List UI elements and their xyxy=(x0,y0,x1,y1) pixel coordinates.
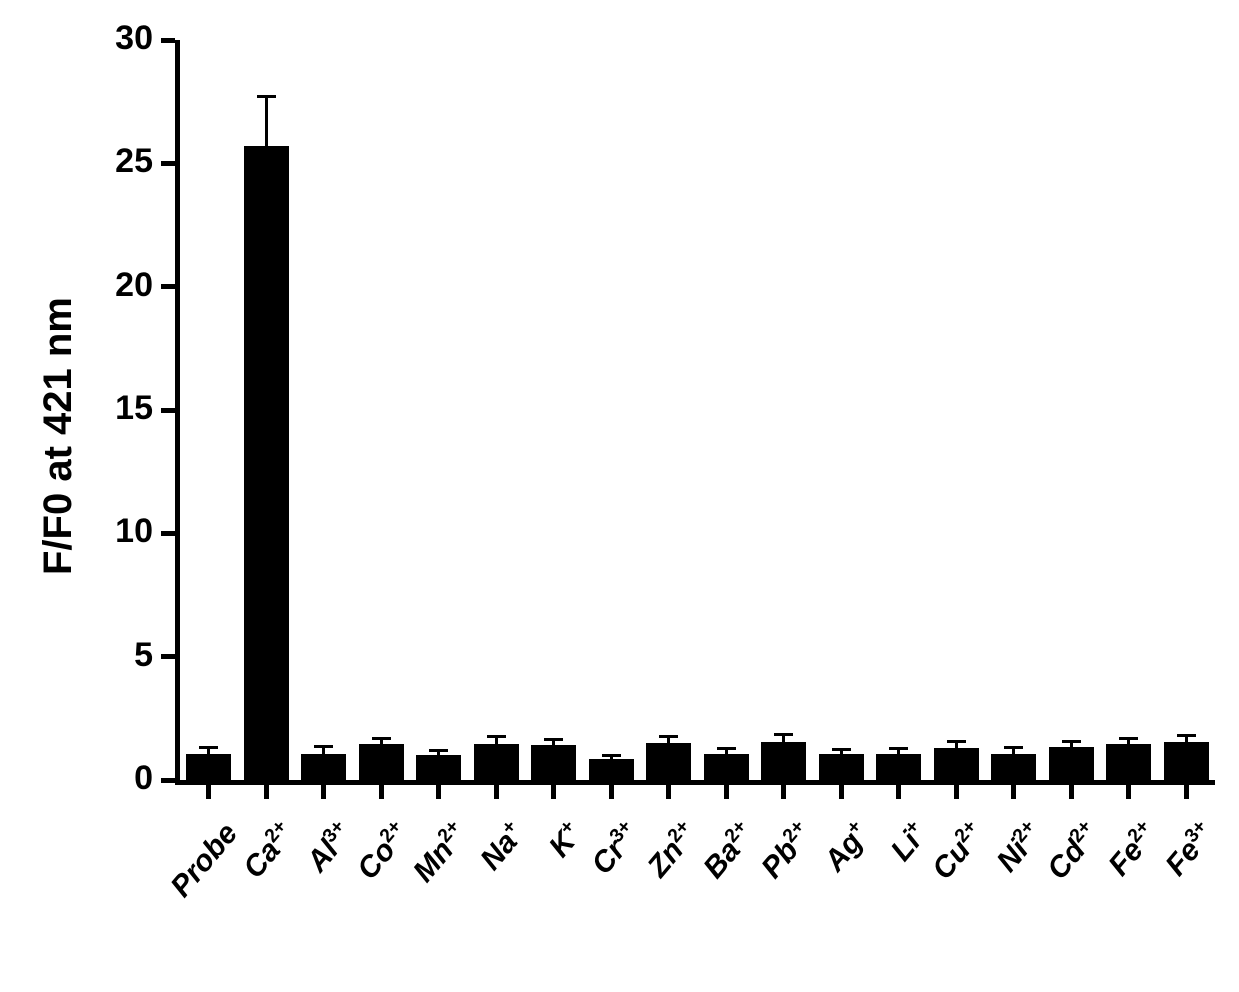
error-bar-cap xyxy=(602,754,621,757)
error-bar-cap xyxy=(1004,746,1023,749)
y-tick-label: 20 xyxy=(83,266,153,305)
bar xyxy=(186,754,231,780)
x-tick xyxy=(609,785,614,799)
y-tick xyxy=(161,531,175,536)
y-tick xyxy=(161,161,175,166)
bar xyxy=(819,754,864,780)
y-tick-label: 0 xyxy=(83,759,153,798)
error-bar-cap xyxy=(947,740,966,743)
bar xyxy=(589,759,634,780)
x-tick xyxy=(321,785,326,799)
x-tick xyxy=(1126,785,1131,799)
bar xyxy=(301,754,346,780)
bar xyxy=(761,742,806,780)
y-tick xyxy=(161,654,175,659)
bar xyxy=(359,744,404,780)
plot-area xyxy=(180,40,1215,780)
y-tick-label: 15 xyxy=(83,389,153,428)
x-tick xyxy=(896,785,901,799)
error-bar-cap xyxy=(717,747,736,750)
y-tick-label: 25 xyxy=(83,142,153,181)
bar-chart: F/F0 at 421 nm 051015202530ProbeCa2+Al3+… xyxy=(0,0,1239,954)
x-tick xyxy=(1184,785,1189,799)
x-tick xyxy=(839,785,844,799)
bar xyxy=(876,754,921,780)
x-axis-line xyxy=(175,780,1215,785)
y-tick-label: 5 xyxy=(83,636,153,675)
y-tick xyxy=(161,38,175,43)
x-tick xyxy=(379,785,384,799)
error-bar-cap xyxy=(544,738,563,741)
x-tick xyxy=(264,785,269,799)
y-axis-title: F/F0 at 421 nm xyxy=(36,297,81,575)
error-bar xyxy=(265,97,268,146)
error-bar-cap xyxy=(659,735,678,738)
x-tick xyxy=(494,785,499,799)
bar xyxy=(646,743,691,780)
bar xyxy=(934,748,979,780)
bar xyxy=(1049,747,1094,780)
x-tick xyxy=(954,785,959,799)
bar xyxy=(1106,744,1151,780)
bar xyxy=(531,745,576,780)
x-tick xyxy=(206,785,211,799)
y-axis-line xyxy=(175,40,180,780)
error-bar-cap xyxy=(199,746,218,749)
error-bar-cap xyxy=(429,749,448,752)
error-bar-cap xyxy=(372,737,391,740)
x-tick xyxy=(666,785,671,799)
error-bar-cap xyxy=(487,735,506,738)
bar xyxy=(474,744,519,780)
x-tick xyxy=(781,785,786,799)
x-tick xyxy=(551,785,556,799)
x-tick xyxy=(724,785,729,799)
error-bar-cap xyxy=(1177,734,1196,737)
error-bar-cap xyxy=(1062,740,1081,743)
y-tick-label: 30 xyxy=(83,19,153,58)
x-tick xyxy=(1011,785,1016,799)
bar xyxy=(1164,742,1209,780)
error-bar-cap xyxy=(314,745,333,748)
error-bar-cap xyxy=(257,95,276,98)
bar xyxy=(244,146,289,780)
bar xyxy=(991,754,1036,780)
error-bar-cap xyxy=(889,747,908,750)
error-bar-cap xyxy=(832,748,851,751)
bar xyxy=(416,755,461,780)
y-tick xyxy=(161,408,175,413)
y-tick xyxy=(161,284,175,289)
error-bar-cap xyxy=(1119,737,1138,740)
bar xyxy=(704,754,749,780)
y-tick-label: 10 xyxy=(83,512,153,551)
y-tick xyxy=(161,778,175,783)
x-tick xyxy=(436,785,441,799)
x-tick xyxy=(1069,785,1074,799)
error-bar-cap xyxy=(774,733,793,736)
